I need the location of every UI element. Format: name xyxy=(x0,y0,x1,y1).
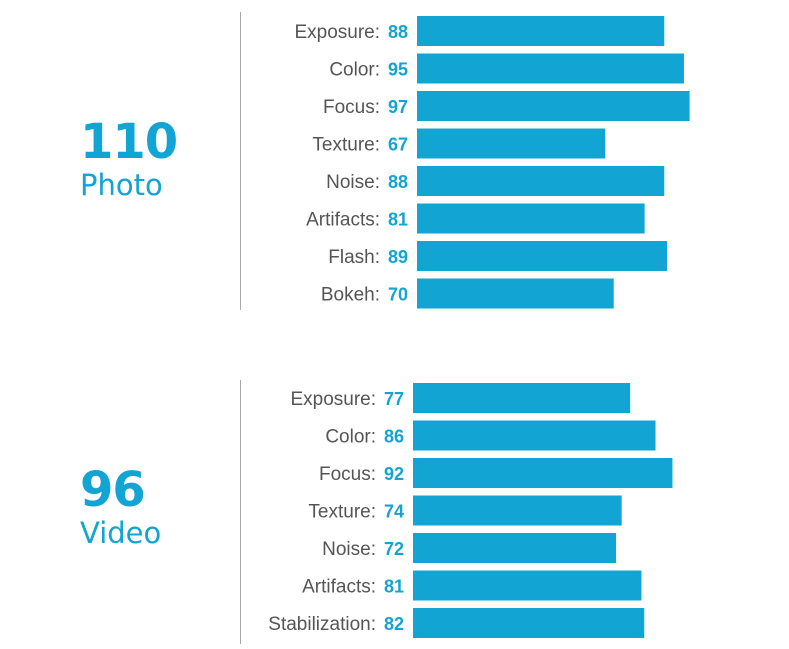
video-value-label: 77 xyxy=(384,389,404,409)
photo-value-label: 67 xyxy=(388,135,408,155)
photo-bar xyxy=(417,166,665,196)
photo-value-label: 89 xyxy=(388,247,408,267)
video-value-label: 72 xyxy=(384,539,404,559)
photo-value-label: 95 xyxy=(388,60,408,80)
photo-category-label: Color: xyxy=(329,60,380,81)
video-score-value: 96 xyxy=(80,462,146,518)
video-bar xyxy=(413,570,642,601)
photo-bar xyxy=(417,53,684,84)
photo-category-label: Flash: xyxy=(328,247,380,268)
video-value-label: 92 xyxy=(384,464,404,484)
photo-category-label: Exposure: xyxy=(294,22,380,43)
photo-value-label: 81 xyxy=(388,210,408,230)
video-category-label: Artifacts: xyxy=(302,577,376,598)
video-value-label: 81 xyxy=(384,577,404,597)
photo-score-block: 110 Photo xyxy=(80,114,178,202)
video-category-label: Focus: xyxy=(319,464,376,485)
video-bar xyxy=(413,608,645,638)
photo-divider xyxy=(240,12,241,310)
photo-bar xyxy=(417,203,645,234)
photo-bar xyxy=(417,278,614,309)
photo-bar xyxy=(417,91,690,121)
video-category-label: Noise: xyxy=(322,539,376,560)
video-bar xyxy=(413,495,622,526)
video-category-label: Color: xyxy=(325,427,376,448)
video-bar xyxy=(413,458,673,488)
photo-bar xyxy=(417,241,668,271)
photo-category-label: Noise: xyxy=(326,172,380,193)
video-value-label: 86 xyxy=(384,427,404,447)
photo-value-label: 70 xyxy=(388,285,408,305)
video-panel: 96 Video Exposure: 77 Color: 86 Focus: 92 Text… xyxy=(0,380,789,644)
photo-score-label: Photo xyxy=(80,168,163,202)
video-value-label: 82 xyxy=(384,614,404,634)
video-category-label: Texture: xyxy=(308,502,376,523)
photo-bar-chart: Exposure: 88 Color: 95 Focus: 97 Texture: 67 Noi… xyxy=(294,16,690,309)
photo-panel: 110 Photo Exposure: 88 Color: 95 Focus: 97 Tex… xyxy=(0,12,789,310)
video-score-label: Video xyxy=(80,516,162,550)
photo-value-label: 88 xyxy=(388,22,408,42)
photo-bar xyxy=(417,16,665,46)
video-divider xyxy=(240,380,241,644)
photo-category-label: Artifacts: xyxy=(306,210,380,231)
photo-category-label: Bokeh: xyxy=(321,285,380,306)
video-bar xyxy=(413,420,656,451)
photo-bar xyxy=(417,128,606,159)
video-category-label: Stabilization: xyxy=(268,614,376,635)
video-bar-chart: Exposure: 77 Color: 86 Focus: 92 Texture: 74 Noi… xyxy=(268,383,673,638)
video-bar xyxy=(413,533,617,563)
video-category-label: Exposure: xyxy=(290,389,376,410)
video-value-label: 74 xyxy=(384,502,404,522)
photo-score-value: 110 xyxy=(80,114,178,170)
photo-value-label: 88 xyxy=(388,172,408,192)
photo-value-label: 97 xyxy=(388,97,408,117)
photo-category-label: Texture: xyxy=(312,135,380,156)
video-score-block: 96 Video xyxy=(80,466,161,550)
photo-category-label: Focus: xyxy=(323,97,380,118)
video-bar xyxy=(413,383,631,413)
